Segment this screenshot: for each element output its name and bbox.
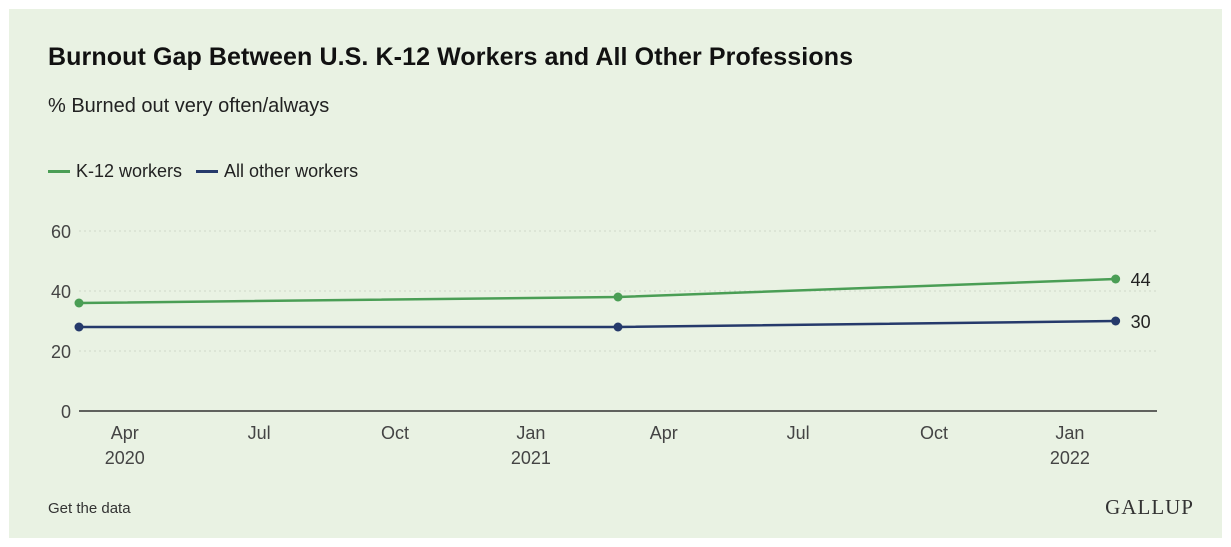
line-chart: 0 20 40 60 Apr 2020 Jul Oct Jan 2021 Apr Jul Oct Jan 2… (51, 222, 1157, 468)
series-line-1 (79, 319, 1116, 329)
x-tick-label: Apr (111, 423, 139, 443)
y-tick-label: 20 (51, 342, 71, 362)
x-tick-label: Jul (787, 423, 810, 443)
legend-label-k12: K-12 workers (76, 161, 183, 181)
x-tick-label: Oct (920, 423, 948, 443)
x-tick-label: Jan (516, 423, 545, 443)
x-tick-label: Jul (248, 423, 271, 443)
legend-swatch-other (196, 170, 219, 173)
x-tick-year-label: 2020 (105, 448, 145, 468)
legend-item-other[interactable]: All other workers (196, 161, 358, 182)
y-tick-label: 0 (61, 402, 71, 422)
chart-card: Burnout Gap Between U.S. K-12 Workers an… (9, 9, 1222, 538)
series-point-1 (1111, 316, 1121, 326)
gallup-logo: GALLUP (1105, 495, 1194, 519)
x-tick-year-label: 2022 (1050, 448, 1090, 468)
legend-swatch-k12 (48, 170, 70, 173)
x-tick-label: Apr (650, 423, 678, 443)
x-tick-year-label: 2021 (511, 448, 551, 468)
y-tick-label: 40 (51, 282, 71, 302)
series-point-0 (1111, 274, 1121, 284)
series-point-1 (613, 322, 623, 332)
end-value-label-1: 30 (1131, 312, 1151, 332)
legend-label-other: All other workers (224, 161, 359, 181)
series-point-0 (74, 298, 84, 308)
legend: K-12 workers All other workers (48, 161, 372, 182)
chart-title: Burnout Gap Between U.S. K-12 Workers an… (48, 43, 854, 71)
series-point-0 (613, 292, 623, 302)
x-tick-label: Oct (381, 423, 409, 443)
x-tick-label: Jan (1055, 423, 1084, 443)
series-point-1 (74, 322, 84, 332)
end-value-label-0: 44 (1131, 270, 1151, 290)
y-tick-label: 60 (51, 222, 71, 242)
legend-item-k12[interactable]: K-12 workers (48, 161, 182, 182)
chart-subtitle: % Burned out very often/always (48, 95, 330, 117)
get-the-data-link[interactable]: Get the data (48, 500, 131, 517)
